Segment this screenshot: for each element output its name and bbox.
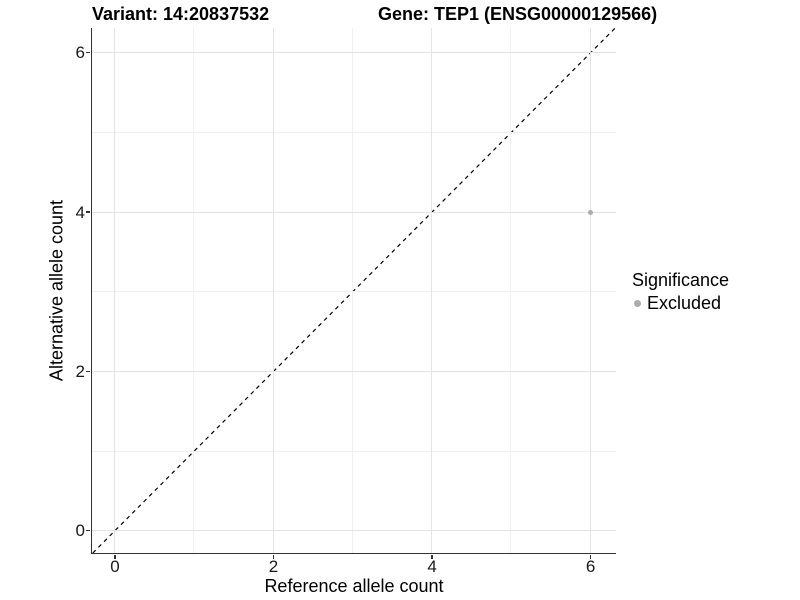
gridline-major-vertical xyxy=(431,28,433,553)
data-point xyxy=(587,209,593,215)
x-axis-tick-label: 6 xyxy=(585,557,596,576)
y-axis-tick-label: 0 xyxy=(75,521,85,541)
gridline-minor-vertical xyxy=(193,28,195,553)
gridline-major-horizontal xyxy=(91,211,616,213)
gridline-minor-vertical xyxy=(510,28,512,553)
x-axis-tick xyxy=(589,555,592,559)
gridline-major-vertical xyxy=(272,28,274,553)
legend-title: Significance xyxy=(632,270,730,290)
x-axis-title: Reference allele count xyxy=(264,576,444,596)
y-axis-tick-label: 4 xyxy=(75,202,85,222)
x-axis-tick xyxy=(431,555,433,559)
x-axis-tick xyxy=(272,555,275,559)
y-axis-title: Alternative allele count xyxy=(46,199,67,382)
gridline-minor-horizontal xyxy=(91,131,616,133)
gridline-major-horizontal xyxy=(91,370,616,372)
y-axis-tick xyxy=(86,529,90,532)
legend: Significance Excluded xyxy=(632,270,729,313)
gridline-minor-horizontal xyxy=(91,291,616,293)
plot-title-gene: Gene: TEP1 (ENSG00000129566) xyxy=(378,4,658,24)
gridline-minor-horizontal xyxy=(91,450,616,452)
legend-item-excluded: Excluded xyxy=(632,293,729,313)
y-axis-tick xyxy=(86,51,90,54)
legend-item-label: Excluded xyxy=(647,293,722,313)
x-axis-tick-label: 4 xyxy=(427,557,437,576)
x-axis-tick-label: 0 xyxy=(110,557,120,576)
plot-title-variant: Variant: 14:20837532 xyxy=(92,4,270,24)
x-axis-tick xyxy=(114,555,116,559)
gridline-major-horizontal xyxy=(91,530,616,532)
gridline-major-vertical xyxy=(589,28,591,553)
y-axis-tick xyxy=(86,370,90,373)
identity-line-layer xyxy=(91,28,616,553)
y-axis-tick-label: 2 xyxy=(75,361,85,381)
gridline-major-vertical xyxy=(113,28,115,553)
y-axis-tick-label: 6 xyxy=(75,43,85,63)
y-axis-tick xyxy=(86,211,90,213)
legend-key-dot xyxy=(634,299,641,307)
plot-panel xyxy=(90,28,616,554)
gridline-minor-vertical xyxy=(351,28,353,553)
identity-dashed-line xyxy=(91,28,616,553)
gridline-major-horizontal xyxy=(91,52,616,54)
x-axis-tick-label: 2 xyxy=(268,557,279,576)
